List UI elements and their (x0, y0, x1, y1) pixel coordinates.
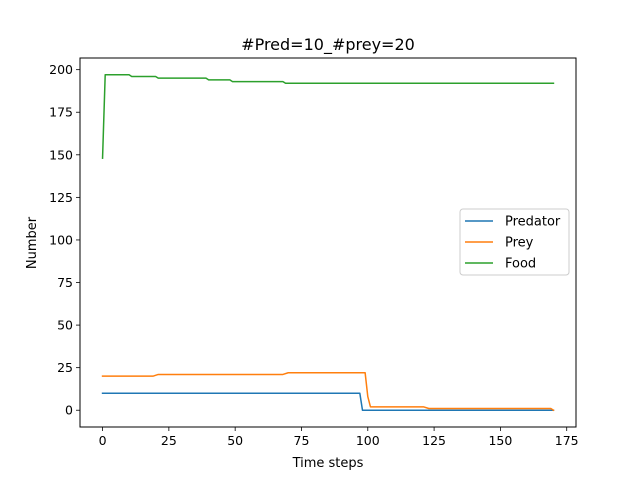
series-line-predator (101, 392, 555, 411)
y-tick-label: 150 (49, 147, 73, 162)
x-tick-label: 175 (555, 433, 579, 448)
plot-frame (79, 57, 577, 428)
chart-title: #Pred=10_#prey=20 (241, 35, 415, 55)
legend-frame (459, 208, 570, 276)
legend: Predator Prey Food (459, 208, 570, 276)
series-line-food (101, 74, 555, 159)
x-tick-label: 50 (227, 433, 243, 448)
legend-label-predator: Predator (505, 215, 561, 230)
y-axis-ticks: 0 25 50 75 100 125 150 175 200 (49, 62, 80, 418)
x-tick-label: 75 (294, 433, 310, 448)
series-layer (101, 74, 555, 412)
y-tick-label: 125 (49, 190, 73, 205)
legend-label-prey: Prey (505, 236, 534, 251)
y-tick-label: 175 (49, 105, 73, 120)
x-tick-label: 100 (356, 433, 380, 448)
x-axis-ticks: 0 25 50 75 100 125 150 175 (99, 427, 579, 448)
y-tick-label: 0 (65, 403, 73, 418)
series-line-prey (101, 372, 555, 412)
y-tick-label: 25 (57, 360, 73, 375)
y-tick-label: 50 (57, 318, 73, 333)
x-tick-label: 25 (161, 433, 177, 448)
y-tick-label: 75 (57, 275, 73, 290)
x-tick-label: 150 (488, 433, 512, 448)
y-tick-label: 200 (49, 62, 73, 77)
y-axis-label: Number (25, 216, 40, 269)
legend-label-food: Food (505, 257, 536, 272)
x-tick-label: 0 (99, 433, 107, 448)
x-axis-label: Time steps (292, 456, 364, 471)
x-tick-label: 125 (422, 433, 446, 448)
y-tick-label: 100 (49, 232, 73, 247)
